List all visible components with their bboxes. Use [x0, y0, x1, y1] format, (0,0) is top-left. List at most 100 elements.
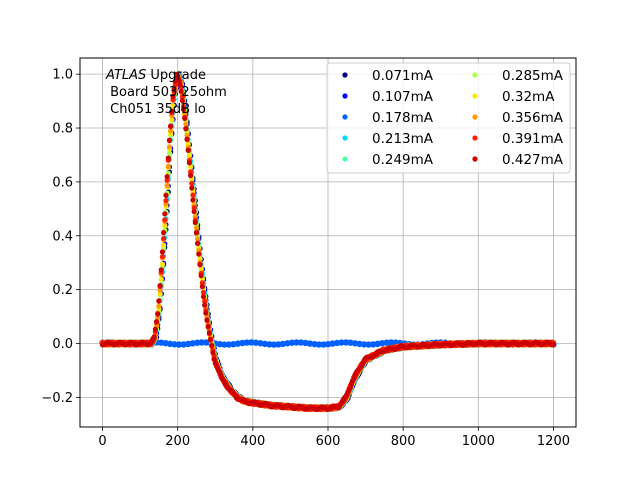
data-point: [360, 341, 368, 348]
annotation-line3: Ch051 35dB lo: [106, 102, 206, 117]
data-point: [205, 323, 211, 329]
data-point: [189, 185, 195, 191]
data-point: [270, 341, 278, 348]
series-0.427mA: [99, 71, 557, 413]
legend-entry: 0.32mA: [472, 89, 555, 105]
data-point: [176, 341, 183, 348]
data-point: [162, 211, 168, 217]
data-point: [191, 208, 197, 215]
legend-entry: 0.178mA: [342, 110, 434, 126]
svg-text:ATLAS Upgrade: ATLAS Upgrade: [105, 68, 206, 83]
legend-label: 0.071mA: [372, 68, 434, 84]
data-point: [188, 172, 194, 179]
legend-label: 0.32mA: [502, 89, 555, 105]
data-point: [210, 350, 216, 356]
data-point: [200, 289, 207, 296]
data-point: [209, 343, 215, 349]
data-point: [199, 284, 205, 290]
data-point: [170, 103, 176, 109]
legend-marker: [342, 156, 348, 162]
data-point: [211, 356, 217, 362]
y-tick-label: 0.0: [52, 337, 73, 352]
data-point: [158, 267, 164, 273]
data-point: [195, 240, 201, 246]
y-tick-label: 0.4: [52, 229, 73, 244]
data-point: [365, 341, 372, 348]
data-point: [387, 339, 395, 346]
data-point: [156, 298, 162, 304]
data-point: [164, 182, 170, 188]
data-point: [191, 205, 197, 211]
y-axis: −0.2 0.0 0.2 0.4 0.6 0.8 1.0: [41, 68, 80, 406]
data-point: [164, 173, 170, 180]
legend-box: [326, 62, 571, 174]
legend-label: 0.178mA: [372, 110, 434, 126]
data-point: [155, 311, 161, 317]
y-tick-label: 0.6: [52, 175, 73, 190]
x-tick-label: 200: [165, 434, 190, 449]
data-point: [159, 254, 166, 260]
data-point: [176, 77, 182, 83]
data-point: [383, 339, 390, 346]
data-point: [189, 176, 195, 183]
data-point: [190, 192, 196, 198]
data-point: [338, 339, 345, 346]
x-tick-label: 1000: [462, 434, 495, 449]
data-point: [184, 132, 190, 139]
legend-entry: 0.356mA: [472, 110, 564, 126]
data-point: [161, 242, 167, 248]
x-tick-label: 1200: [537, 434, 570, 449]
data-point: [189, 180, 195, 186]
data-point: [192, 219, 198, 226]
data-point: [179, 94, 185, 100]
data-point: [165, 163, 171, 169]
data-point: [198, 339, 205, 346]
data-points: [99, 71, 557, 413]
data-point: [182, 115, 188, 122]
legend-label: 0.427mA: [502, 152, 564, 168]
data-point: [266, 341, 273, 348]
data-point: [163, 192, 169, 198]
data-point: [202, 298, 208, 304]
data-point: [180, 106, 187, 112]
data-point: [161, 235, 167, 242]
data-point: [159, 249, 166, 255]
data-point: [197, 262, 203, 268]
data-point: [206, 329, 212, 336]
data-point: [185, 147, 191, 153]
data-point: [156, 303, 162, 309]
data-point: [243, 339, 251, 346]
data-point: [183, 121, 189, 127]
y-tick-label: −0.2: [41, 391, 73, 406]
annotation-line2: Board 503 25ohm: [106, 85, 227, 100]
data-point: [184, 136, 190, 142]
data-point: [199, 280, 205, 286]
legend-label: 0.107mA: [372, 89, 434, 105]
data-point: [315, 341, 323, 348]
data-point: [193, 230, 200, 236]
data-point: [168, 128, 174, 134]
legend-marker: [342, 72, 348, 78]
legend-entry: 0.213mA: [342, 131, 434, 147]
data-point: [153, 319, 160, 325]
legend-entry: 0.391mA: [472, 131, 564, 147]
data-point: [157, 287, 163, 293]
legend-label: 0.356mA: [502, 110, 564, 126]
data-point: [157, 291, 163, 297]
legend-entry: 0.285mA: [472, 68, 564, 84]
data-point: [161, 230, 167, 236]
annotation-line1-italic: ATLAS: [105, 68, 146, 83]
legend-label: 0.249mA: [372, 152, 434, 168]
data-point: [221, 341, 228, 348]
data-point: [158, 276, 164, 282]
data-point: [175, 73, 181, 79]
x-tick-label: 600: [316, 434, 341, 449]
data-point: [171, 85, 177, 92]
legend-marker: [472, 156, 478, 162]
x-tick-label: 0: [98, 434, 106, 449]
annotation: ATLAS Upgrade Board 503 25ohm Ch051 35dB…: [105, 68, 227, 117]
data-point: [192, 214, 198, 220]
legend-entry: 0.427mA: [472, 152, 564, 168]
data-point: [177, 81, 183, 87]
data-point: [155, 315, 161, 321]
